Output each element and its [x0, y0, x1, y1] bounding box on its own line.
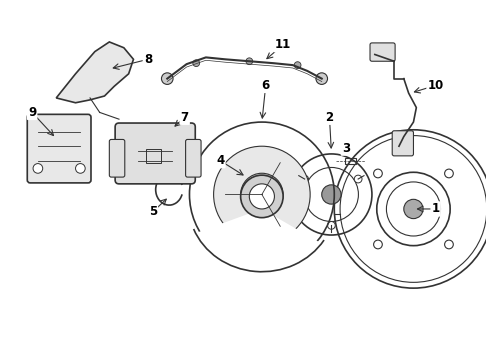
Text: 1: 1 — [431, 202, 439, 216]
Text: 3: 3 — [341, 141, 349, 155]
Wedge shape — [191, 209, 326, 284]
Circle shape — [373, 240, 382, 249]
Circle shape — [300, 175, 308, 183]
Circle shape — [354, 175, 361, 183]
Circle shape — [249, 184, 274, 209]
Text: 9: 9 — [28, 106, 36, 119]
Circle shape — [240, 175, 283, 218]
Circle shape — [327, 221, 335, 229]
Circle shape — [213, 146, 309, 243]
FancyBboxPatch shape — [369, 43, 394, 61]
FancyBboxPatch shape — [185, 139, 201, 177]
FancyBboxPatch shape — [115, 123, 195, 184]
Circle shape — [161, 73, 173, 84]
FancyBboxPatch shape — [27, 114, 91, 183]
Circle shape — [245, 58, 252, 65]
Circle shape — [444, 169, 452, 178]
Text: 10: 10 — [427, 79, 443, 92]
Text: 4: 4 — [216, 154, 224, 167]
Circle shape — [294, 62, 301, 68]
Circle shape — [373, 169, 382, 178]
Text: 11: 11 — [274, 38, 291, 51]
Circle shape — [315, 73, 327, 84]
Circle shape — [33, 163, 42, 173]
Text: 2: 2 — [325, 111, 333, 124]
FancyBboxPatch shape — [391, 131, 413, 156]
Circle shape — [75, 163, 85, 173]
Circle shape — [321, 185, 340, 204]
Circle shape — [240, 173, 283, 216]
Polygon shape — [56, 42, 133, 103]
Text: 5: 5 — [148, 205, 157, 219]
Text: 6: 6 — [261, 79, 269, 92]
Circle shape — [192, 60, 199, 67]
Text: 7: 7 — [180, 111, 188, 124]
FancyBboxPatch shape — [109, 139, 124, 177]
Circle shape — [403, 199, 422, 219]
Text: 8: 8 — [143, 53, 152, 66]
Circle shape — [444, 240, 452, 249]
